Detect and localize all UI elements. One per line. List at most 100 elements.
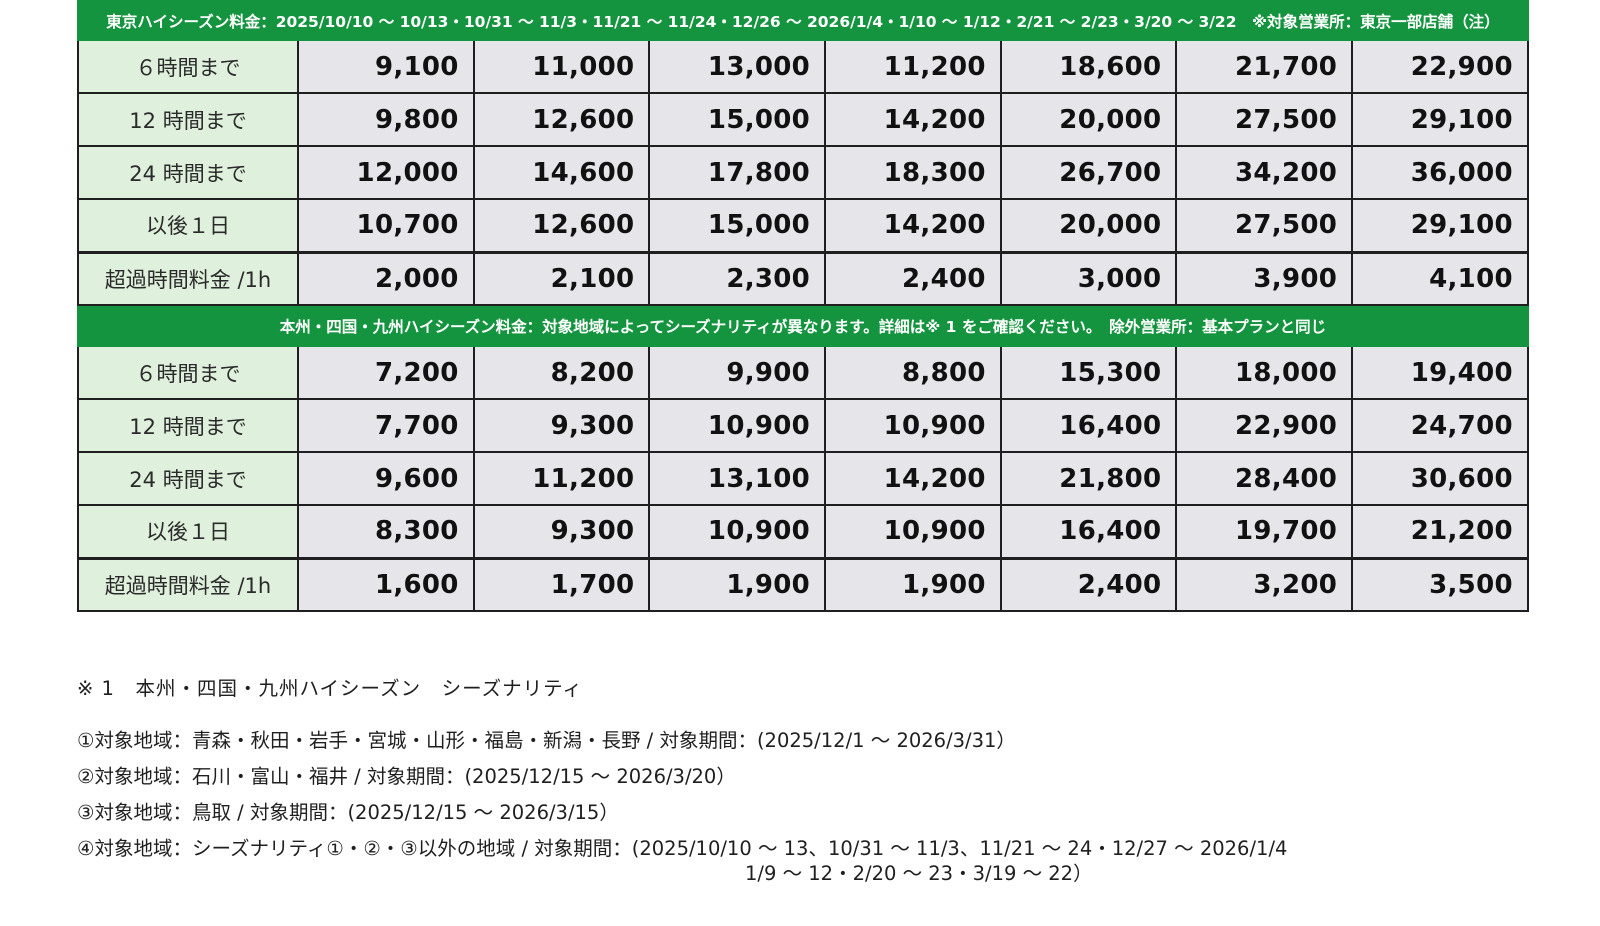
price-cell: 10,900 (824, 398, 1002, 453)
price-cell: 18,300 (824, 145, 1002, 200)
price-cell: 15,300 (999, 345, 1178, 400)
rate-row: ６時間まで 7,200 8,200 9,900 8,800 15,300 18,000 19,… (77, 345, 1529, 400)
price-cell: 14,200 (824, 92, 1002, 147)
price-cell: 9,300 (472, 398, 651, 453)
price-cell: 8,200 (472, 345, 651, 400)
rate-row: 以後１日 8,300 9,300 10,900 10,900 16,400 19,700 21… (77, 504, 1529, 559)
price-cell: 2,300 (648, 250, 827, 306)
row-label: 24 時間まで (77, 451, 299, 506)
notes-section: ※ 1 本州・四国・九州ハイシーズン シーズナリティ ①対象地域：青森・秋田・岩… (77, 672, 1287, 886)
price-cell: 16,400 (999, 398, 1178, 453)
section-header: 東京ハイシーズン料金：2025/10/10 ～ 10/13・10/31 ～ 11… (77, 0, 1529, 41)
price-cell: 9,800 (297, 92, 475, 147)
rate-row: 以後１日 10,700 12,600 15,000 14,200 20,000 27,500… (77, 198, 1529, 253)
price-cell: 11,200 (824, 39, 1002, 94)
notes-title: ※ 1 本州・四国・九州ハイシーズン シーズナリティ (77, 677, 583, 700)
price-cell: 28,400 (1175, 451, 1354, 506)
price-cell: 10,700 (297, 198, 475, 253)
price-cell: 2,100 (472, 250, 651, 306)
price-cell: 13,000 (648, 39, 827, 94)
price-cell: 16,400 (999, 504, 1178, 559)
price-cell: 12,000 (297, 145, 475, 200)
price-cell: 2,400 (999, 556, 1178, 612)
price-cell: 9,600 (297, 451, 475, 506)
price-cell: 11,200 (472, 451, 651, 506)
price-cell: 12,600 (472, 92, 651, 147)
price-cell: 9,300 (472, 504, 651, 559)
price-cell: 10,900 (648, 504, 827, 559)
row-label: 24 時間まで (77, 145, 299, 200)
price-cell: 1,900 (824, 556, 1002, 612)
rate-row: 12 時間まで 7,700 9,300 10,900 10,900 16,400 22,90… (77, 398, 1529, 453)
price-cell: 15,000 (648, 92, 827, 147)
price-cell: 9,100 (297, 39, 475, 94)
note-item-4: ④対象地域：シーズナリティ①・②・③以外の地域 / 対象期間：(2025/10/… (77, 837, 1288, 860)
price-cell: 20,000 (999, 92, 1178, 147)
row-label: 12 時間まで (77, 92, 299, 147)
price-cell: 10,900 (648, 398, 827, 453)
section-header-row: 東京ハイシーズン料金：2025/10/10 ～ 10/13・10/31 ～ 11… (77, 0, 1529, 41)
rate-row: 24 時間まで 9,600 11,200 13,100 14,200 21,800 28,4… (77, 451, 1529, 506)
price-cell: 8,300 (297, 504, 475, 559)
rate-table: 東京ハイシーズン料金：2025/10/10 ～ 10/13・10/31 ～ 11… (77, 0, 1529, 612)
price-cell: 9,900 (648, 345, 827, 400)
price-cell: 17,800 (648, 145, 827, 200)
price-cell: 7,200 (297, 345, 475, 400)
rate-row: ６時間まで 9,100 11,000 13,000 11,200 18,600 21,700… (77, 39, 1529, 94)
price-cell: 3,900 (1175, 250, 1354, 306)
row-label: ６時間まで (77, 39, 299, 94)
price-cell: 18,600 (999, 39, 1178, 94)
rate-row: 24 時間まで 12,000 14,600 17,800 18,300 26,700 34,… (77, 145, 1529, 200)
price-cell: 14,200 (824, 451, 1002, 506)
price-cell: 8,800 (824, 345, 1002, 400)
price-cell: 10,900 (824, 504, 1002, 559)
price-cell: 21,200 (1351, 504, 1529, 559)
price-cell: 3,000 (999, 250, 1178, 306)
price-cell: 15,000 (648, 198, 827, 253)
price-cell: 30,600 (1351, 451, 1529, 506)
price-cell: 36,000 (1351, 145, 1529, 200)
note-item-1: ①対象地域：青森・秋田・岩手・宮城・山形・福島・新潟・長野 / 対象期間：(20… (77, 729, 1016, 752)
price-cell: 3,500 (1351, 556, 1529, 612)
price-cell: 24,700 (1351, 398, 1529, 453)
rate-row: 12 時間まで 9,800 12,600 15,000 14,200 20,000 27,5… (77, 92, 1529, 147)
price-cell: 4,100 (1351, 250, 1529, 306)
price-cell: 22,900 (1175, 398, 1354, 453)
rate-row: 超過時間料金 /1h 1,600 1,700 1,900 1,900 2,400 3,200… (77, 556, 1529, 612)
price-cell: 12,600 (472, 198, 651, 253)
price-cell: 14,200 (824, 198, 1002, 253)
note-item-3: ③対象地域：鳥取 / 対象期間：(2025/12/15 ～ 2026/3/15） (77, 801, 619, 824)
price-cell: 13,100 (648, 451, 827, 506)
price-cell: 20,000 (999, 198, 1178, 253)
rate-row: 超過時間料金 /1h 2,000 2,100 2,300 2,400 3,000 3,900… (77, 250, 1529, 306)
price-cell: 14,600 (472, 145, 651, 200)
price-cell: 21,800 (999, 451, 1178, 506)
note-item-2: ②対象地域：石川・富山・福井 / 対象期間：(2025/12/15 ～ 2026… (77, 765, 736, 788)
price-cell: 29,100 (1351, 198, 1529, 253)
price-cell: 11,000 (472, 39, 651, 94)
price-cell: 18,000 (1175, 345, 1354, 400)
row-label: ６時間まで (77, 345, 299, 400)
price-cell: 2,400 (824, 250, 1002, 306)
row-label: 超過時間料金 /1h (77, 250, 299, 306)
section-header-row: 本州・四国・九州ハイシーズン料金：対象地域によってシーズナリティが異なります。詳… (77, 304, 1529, 347)
row-label: 以後１日 (77, 198, 299, 253)
price-cell: 34,200 (1175, 145, 1354, 200)
row-label: 以後１日 (77, 504, 299, 559)
price-cell: 29,100 (1351, 92, 1529, 147)
price-cell: 19,700 (1175, 504, 1354, 559)
price-cell: 21,700 (1175, 39, 1354, 94)
price-cell: 7,700 (297, 398, 475, 453)
price-cell: 26,700 (999, 145, 1178, 200)
price-cell: 27,500 (1175, 92, 1354, 147)
row-label: 12 時間まで (77, 398, 299, 453)
price-cell: 22,900 (1351, 39, 1529, 94)
section-header: 本州・四国・九州ハイシーズン料金：対象地域によってシーズナリティが異なります。詳… (77, 304, 1529, 347)
note-item-4-continuation: 1/9 ～ 12・2/20 ～ 23・3/19 ～ 22） (745, 862, 1093, 885)
price-cell: 27,500 (1175, 198, 1354, 253)
price-cell: 1,900 (648, 556, 827, 612)
price-cell: 1,600 (297, 556, 475, 612)
price-cell: 3,200 (1175, 556, 1354, 612)
price-cell: 2,000 (297, 250, 475, 306)
price-cell: 19,400 (1351, 345, 1529, 400)
